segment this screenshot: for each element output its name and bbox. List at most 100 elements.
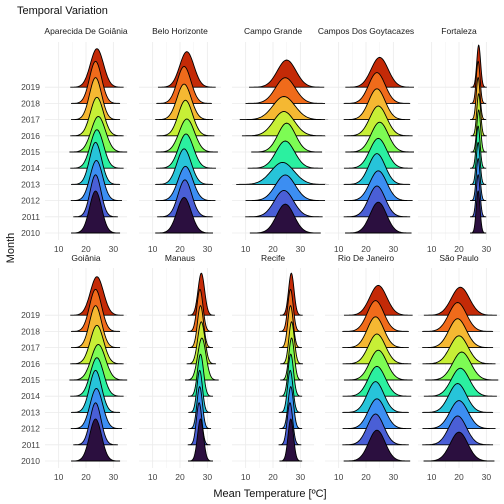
facet-panel: Aparecida De Goiânia 10 20 30 2010 2011 2012 20… xyxy=(21,26,128,254)
ridge-density xyxy=(343,349,413,381)
facet-strip-label: São Paulo xyxy=(439,253,478,263)
y-tick-label: 2014 xyxy=(21,163,40,173)
ridge-density xyxy=(422,400,496,430)
x-tick-label: 30 xyxy=(203,244,213,254)
ridge-density xyxy=(71,190,121,234)
ridge-density xyxy=(423,286,497,316)
y-tick-label: 2018 xyxy=(21,98,40,108)
ridge-density xyxy=(342,398,412,430)
x-tick-label: 30 xyxy=(203,472,213,482)
ridge-density xyxy=(425,351,499,381)
ridge-density xyxy=(343,105,413,137)
x-tick-label: 10 xyxy=(427,472,437,482)
facet-panel: Campos Dos Goytacazes 10 20 30 xyxy=(318,26,414,254)
y-tick-label: 2014 xyxy=(21,391,40,401)
ridge-density xyxy=(247,140,323,169)
ridge-density xyxy=(249,203,321,234)
x-tick-label: 20 xyxy=(454,244,464,254)
ridge-density xyxy=(342,316,409,349)
facet-panel: Belo Horizonte 10 20 30 xyxy=(139,26,221,254)
facet-strip-label: Fortaleza xyxy=(441,26,477,36)
y-axis-label: Month xyxy=(5,233,17,264)
x-tick-label: 20 xyxy=(361,472,371,482)
facet-panel: Fortaleza 10 20 30 xyxy=(418,26,500,254)
ridge-density xyxy=(239,96,329,121)
ridge-density xyxy=(422,318,494,349)
ridge-density xyxy=(342,300,409,332)
y-tick-label: 2013 xyxy=(21,179,40,189)
y-tick-label: 2019 xyxy=(21,310,40,320)
ridge-density xyxy=(422,335,496,365)
y-tick-label: 2019 xyxy=(21,82,40,92)
ridge-density xyxy=(251,122,323,153)
y-tick-label: 2018 xyxy=(21,326,40,336)
facet-strip-label: Belo Horizonte xyxy=(152,26,208,36)
ridge-density xyxy=(245,77,326,104)
y-tick-label: 2017 xyxy=(21,343,40,353)
y-tick-label: 2010 xyxy=(21,228,40,238)
ridge-density xyxy=(70,96,124,137)
x-tick-label: 10 xyxy=(148,244,158,254)
ridge-density xyxy=(422,302,494,332)
x-tick-label: 10 xyxy=(427,244,437,254)
ridge-density xyxy=(156,99,215,137)
ridge-density xyxy=(345,56,415,88)
x-tick-label: 30 xyxy=(109,472,119,482)
ridge-density xyxy=(70,324,124,365)
ridge-density xyxy=(343,153,411,185)
x-tick-label: 30 xyxy=(482,244,492,254)
y-tick-label: 2011 xyxy=(22,212,41,222)
ridge-density xyxy=(342,413,409,446)
facet-strip-label: Goiânia xyxy=(71,253,101,263)
ridge-density xyxy=(342,333,412,365)
facet-strip-label: Campos Dos Goytacazes xyxy=(318,26,414,36)
ridge-density xyxy=(422,415,494,446)
facet-panel: São Paulo 10 20 30 xyxy=(418,253,500,482)
x-tick-label: 10 xyxy=(334,244,344,254)
facet-panel: Rio De Janeiro 10 20 30 xyxy=(325,253,413,482)
x-tick-label: 30 xyxy=(389,244,399,254)
ridge-density xyxy=(279,418,303,462)
chart-title: Temporal Variation xyxy=(17,5,108,17)
ridge-density xyxy=(345,121,415,153)
ridge-density xyxy=(343,88,411,121)
x-tick-label: 30 xyxy=(296,244,306,254)
x-tick-label: 20 xyxy=(175,472,185,482)
ridge-density xyxy=(249,59,325,88)
ridge-density xyxy=(343,72,411,104)
facet-strip-label: Campo Grande xyxy=(244,26,302,36)
ridge-density xyxy=(241,111,326,137)
x-tick-label: 30 xyxy=(389,472,399,482)
x-tick-label: 10 xyxy=(241,244,251,254)
ridge-density xyxy=(342,365,412,397)
ridge-density xyxy=(343,429,411,462)
facet-panel: Campo Grande 10 20 30 xyxy=(232,26,329,254)
facet-panel: Recife 10 20 30 xyxy=(232,253,314,482)
y-tick-label: 2017 xyxy=(21,115,40,125)
y-tick-label: 2012 xyxy=(21,196,40,206)
x-tick-label: 20 xyxy=(361,244,371,254)
x-tick-label: 10 xyxy=(334,472,344,482)
x-tick-label: 20 xyxy=(268,472,278,482)
ridge-density xyxy=(342,381,409,413)
ridge-density xyxy=(422,383,494,413)
y-tick-label: 2015 xyxy=(21,147,40,157)
y-tick-label: 2010 xyxy=(21,456,40,466)
x-tick-label: 20 xyxy=(81,472,91,482)
y-tick-label: 2016 xyxy=(21,359,40,369)
ridge-density xyxy=(236,161,329,185)
ridge-density xyxy=(343,137,413,169)
y-tick-label: 2013 xyxy=(21,407,40,417)
x-tick-label: 30 xyxy=(482,472,492,482)
ridge-density xyxy=(245,174,326,202)
ridge-density xyxy=(343,170,413,202)
ridge-density xyxy=(343,284,413,316)
x-tick-label: 10 xyxy=(54,244,64,254)
ridge-density xyxy=(470,190,487,234)
facet-strip-label: Manaus xyxy=(165,253,195,263)
ridge-density xyxy=(71,418,121,462)
ridge-density xyxy=(343,185,411,218)
x-tick-label: 10 xyxy=(148,472,158,482)
